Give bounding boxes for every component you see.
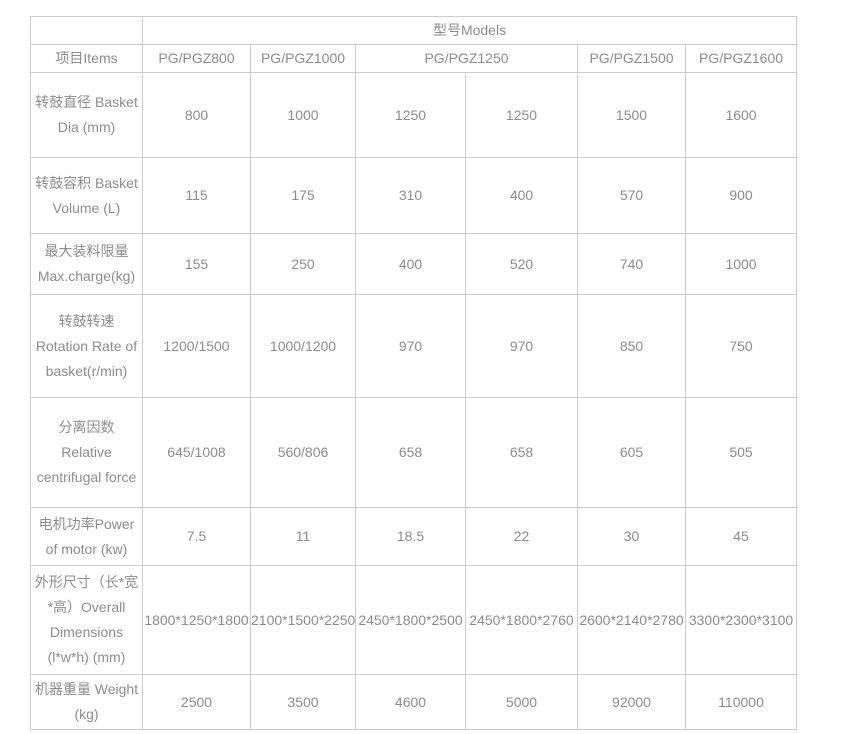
table-cell: 2600*2140*2780 bbox=[577, 565, 686, 675]
table-cell: 658 bbox=[465, 397, 578, 508]
table-cell: 400 bbox=[355, 233, 466, 295]
table-row: 转鼓容积 Basket Volume (L) 115 175 310 400 5… bbox=[30, 157, 798, 234]
table-cell: 2500 bbox=[142, 674, 251, 730]
table-row: 外形尺寸（长*宽*高）Overall Dimensions (l*w*h) (m… bbox=[30, 565, 798, 675]
table-row: 电机功率Power of motor (kw) 7.5 11 18.5 22 3… bbox=[30, 507, 798, 566]
table-cell: 970 bbox=[465, 294, 578, 398]
row-label: 机器重量 Weight (kg) bbox=[30, 674, 143, 730]
table-cell: 560/806 bbox=[250, 397, 356, 508]
table-cell: 1800*1250*1800 bbox=[142, 565, 251, 675]
table-cell: 115 bbox=[142, 157, 251, 234]
table-cell: 155 bbox=[142, 233, 251, 295]
row-label: 最大装料限量Max.charge(kg) bbox=[30, 233, 143, 295]
table-cell: 175 bbox=[250, 157, 356, 234]
table-cell: 11 bbox=[250, 507, 356, 566]
table-cell: 850 bbox=[577, 294, 686, 398]
table-cell: 2450*1800*2760 bbox=[465, 565, 578, 675]
table-cell: 970 bbox=[355, 294, 466, 398]
table-cell: 750 bbox=[684, 294, 798, 398]
table-cell: 4600 bbox=[355, 674, 466, 730]
row-label: 电机功率Power of motor (kw) bbox=[30, 507, 143, 566]
table-row: 转鼓转速 Rotation Rate of basket(r/min) 1200… bbox=[30, 294, 798, 398]
table-cell: 400 bbox=[465, 157, 578, 234]
models-header-cell: 型号Models bbox=[141, 16, 798, 45]
table-cell: 505 bbox=[684, 397, 798, 508]
items-header-cell: 项目Items bbox=[30, 44, 143, 73]
table-row: 转鼓直径 Basket Dia (mm) 800 1000 1250 1250 … bbox=[30, 72, 798, 158]
table-cell: 1000 bbox=[684, 233, 798, 295]
table-cell: 1250 bbox=[355, 72, 466, 158]
model-column-header: PG/PGZ1250 bbox=[355, 44, 578, 73]
table-cell: 740 bbox=[577, 233, 686, 295]
row-label: 外形尺寸（长*宽*高）Overall Dimensions (l*w*h) (m… bbox=[30, 565, 143, 675]
table-cell: 92000 bbox=[577, 674, 686, 730]
specs-table: 型号Models 项目Items PG/PGZ800 PG/PGZ1000 PG… bbox=[30, 16, 798, 730]
model-column-header: PG/PGZ1000 bbox=[250, 44, 356, 73]
row-label: 转鼓容积 Basket Volume (L) bbox=[30, 157, 143, 234]
table-cell: 18.5 bbox=[355, 507, 466, 566]
table-cell: 45 bbox=[684, 507, 798, 566]
column-header-row: 项目Items PG/PGZ800 PG/PGZ1000 PG/PGZ1250 … bbox=[30, 44, 798, 73]
table-cell: 1200/1500 bbox=[142, 294, 251, 398]
model-column-header: PG/PGZ1500 bbox=[577, 44, 686, 73]
table-cell: 1600 bbox=[684, 72, 798, 158]
row-label: 转鼓直径 Basket Dia (mm) bbox=[30, 72, 143, 158]
table-row: 分离因数 Relative centrifugal force 645/1008… bbox=[30, 397, 798, 508]
table-cell: 570 bbox=[577, 157, 686, 234]
table-cell: 310 bbox=[355, 157, 466, 234]
table-row: 机器重量 Weight (kg) 2500 3500 4600 5000 920… bbox=[30, 674, 798, 730]
models-header-row: 型号Models bbox=[30, 16, 798, 45]
table-cell: 900 bbox=[684, 157, 798, 234]
table-cell: 605 bbox=[577, 397, 686, 508]
table-cell: 3500 bbox=[250, 674, 356, 730]
model-column-header: PG/PGZ1600 bbox=[684, 44, 798, 73]
table-cell: 110000 bbox=[684, 674, 798, 730]
table-cell: 1250 bbox=[465, 72, 578, 158]
table-cell: 2450*1800*2500 bbox=[355, 565, 466, 675]
table-cell: 658 bbox=[355, 397, 466, 508]
row-label: 转鼓转速 Rotation Rate of basket(r/min) bbox=[30, 294, 143, 398]
table-cell: 1000 bbox=[250, 72, 356, 158]
table-cell: 7.5 bbox=[142, 507, 251, 566]
model-column-header: PG/PGZ800 bbox=[142, 44, 251, 73]
table-cell: 5000 bbox=[465, 674, 578, 730]
table-cell: 520 bbox=[465, 233, 578, 295]
table-cell: 2100*1500*2250 bbox=[250, 565, 356, 675]
table-cell: 645/1008 bbox=[142, 397, 251, 508]
table-cell: 1000/1200 bbox=[250, 294, 356, 398]
table-cell: 800 bbox=[142, 72, 251, 158]
table-cell: 30 bbox=[577, 507, 686, 566]
table-cell: 22 bbox=[465, 507, 578, 566]
table-cell: 1500 bbox=[577, 72, 686, 158]
table-cell: 250 bbox=[250, 233, 356, 295]
table-row: 最大装料限量Max.charge(kg) 155 250 400 520 740… bbox=[30, 233, 798, 295]
table-cell: 3300*2300*3100 bbox=[684, 565, 798, 675]
corner-cell bbox=[30, 16, 143, 45]
row-label: 分离因数 Relative centrifugal force bbox=[30, 397, 143, 508]
